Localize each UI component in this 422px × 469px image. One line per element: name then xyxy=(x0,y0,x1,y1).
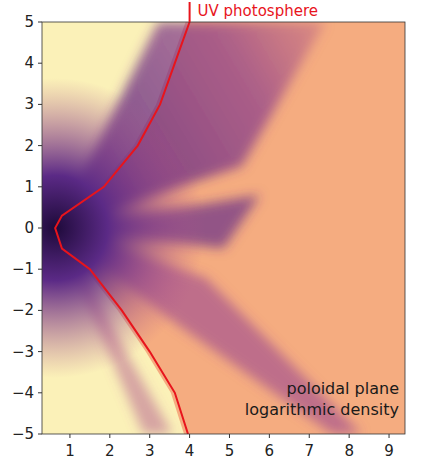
y-tick-label: 3 xyxy=(24,95,34,113)
y-tick-label: −1 xyxy=(12,260,34,278)
x-tick-label: 3 xyxy=(145,442,155,460)
annotation: logarithmic density xyxy=(245,400,399,419)
x-tick xyxy=(229,434,230,438)
label-marker xyxy=(189,2,191,22)
y-tick-label: 1 xyxy=(24,178,34,196)
x-tick xyxy=(149,434,150,438)
y-tick xyxy=(38,22,42,23)
x-tick xyxy=(269,434,270,438)
x-tick xyxy=(309,434,310,438)
annotation: poloidal plane xyxy=(286,379,399,398)
y-tick-label: −5 xyxy=(12,425,34,443)
y-tick xyxy=(38,351,42,352)
photosphere-line xyxy=(55,22,189,434)
y-tick xyxy=(38,63,42,64)
x-tick-label: 6 xyxy=(265,442,275,460)
y-tick xyxy=(38,310,42,311)
x-tick-label: 5 xyxy=(225,442,235,460)
y-tick-label: 4 xyxy=(24,54,34,72)
x-tick-label: 2 xyxy=(105,442,115,460)
x-tick xyxy=(389,434,390,438)
y-tick xyxy=(38,186,42,187)
y-tick xyxy=(38,228,42,229)
y-tick-label: 5 xyxy=(24,13,34,31)
y-tick xyxy=(38,104,42,105)
series-label: UV photosphere xyxy=(198,2,318,20)
y-tick-label: −3 xyxy=(12,343,34,361)
y-tick xyxy=(38,434,42,435)
x-tick-label: 4 xyxy=(185,442,195,460)
x-tick-label: 9 xyxy=(384,442,394,460)
y-tick-label: −2 xyxy=(12,301,34,319)
y-tick-label: −4 xyxy=(12,384,34,402)
y-tick xyxy=(38,269,42,270)
x-tick xyxy=(69,434,70,438)
x-tick-label: 7 xyxy=(304,442,314,460)
x-tick xyxy=(189,434,190,438)
lines xyxy=(55,22,189,434)
core xyxy=(42,78,205,378)
y-tick-label: 0 xyxy=(24,219,34,237)
x-tick xyxy=(109,434,110,438)
y-tick-label: 2 xyxy=(24,137,34,155)
plot-frame xyxy=(42,22,405,434)
x-tick-label: 8 xyxy=(344,442,354,460)
chart: 1 2 3 4 5 6 7 8 9 −5 −4 −3 −2 −1 0 1 2 3 4 5 UV photosphere p… xyxy=(0,0,422,469)
x-tick-label: 1 xyxy=(65,442,75,460)
x-tick xyxy=(349,434,350,438)
y-tick xyxy=(38,145,42,146)
density-map xyxy=(42,22,405,434)
y-tick xyxy=(38,392,42,393)
